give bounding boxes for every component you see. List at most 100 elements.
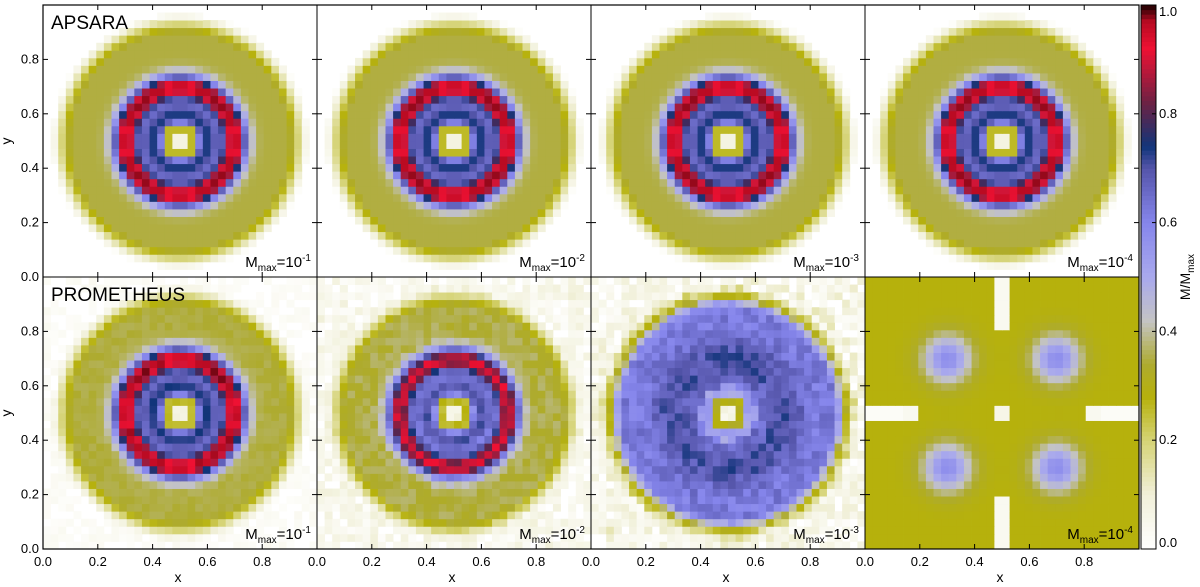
heatmap-cell	[659, 50, 668, 59]
heatmap-cell	[941, 80, 950, 89]
heatmap-cell	[629, 103, 638, 112]
heatmap-cell	[172, 322, 181, 331]
heatmap-cell	[514, 171, 523, 180]
heatmap-cell	[187, 156, 196, 165]
heatmap-cell	[377, 171, 386, 180]
heatmap-cell	[96, 541, 105, 550]
heatmap-cell	[134, 518, 143, 527]
heatmap-cell	[157, 473, 166, 482]
heatmap-cell	[309, 435, 318, 444]
heatmap-cell	[385, 518, 394, 527]
heatmap-cell	[355, 178, 364, 187]
heatmap-cell	[728, 178, 737, 187]
heatmap-cell	[256, 95, 265, 104]
heatmap-cell	[530, 50, 539, 59]
heatmap-cell	[499, 488, 508, 497]
heatmap-cell	[705, 12, 714, 21]
heatmap-cell	[1062, 80, 1071, 89]
heatmap-cell	[766, 201, 775, 210]
heatmap-cell	[256, 533, 265, 542]
heatmap-cell	[286, 148, 295, 157]
heatmap-cell	[362, 496, 371, 505]
heatmap-cell	[141, 299, 150, 308]
heatmap-cell	[210, 299, 219, 308]
heatmap-cell	[301, 397, 310, 406]
heatmap-cell	[819, 110, 828, 119]
heatmap-cell	[126, 405, 135, 414]
heatmap-cell	[446, 156, 455, 165]
heatmap-cell	[58, 110, 67, 119]
heatmap-cell	[925, 156, 934, 165]
heatmap-cell	[819, 103, 828, 112]
heatmap-cell	[903, 209, 912, 217]
heatmap-cell	[278, 435, 287, 444]
heatmap-cell	[788, 156, 797, 165]
heatmap-cell	[119, 186, 128, 195]
heatmap-cell	[956, 73, 965, 81]
heatmap-cell	[743, 50, 752, 59]
heatmap-cell	[454, 261, 463, 270]
heatmap-cell	[1040, 35, 1049, 44]
heatmap-cell	[766, 133, 775, 142]
heatmap-cell	[552, 141, 561, 149]
heatmap-cell	[119, 450, 128, 459]
heatmap-cell	[210, 352, 219, 361]
heatmap-cell	[568, 503, 577, 512]
heatmap-cell	[423, 20, 432, 29]
heatmap-cell	[781, 95, 790, 104]
heatmap-cell	[826, 88, 835, 97]
heatmap-cell	[263, 450, 272, 459]
heatmap-cell	[956, 216, 965, 225]
heatmap-cell	[1032, 20, 1041, 29]
heatmap-cell	[971, 42, 980, 51]
heatmap-cell	[499, 65, 508, 74]
heatmap-cell	[218, 526, 227, 535]
heatmap-cell	[58, 390, 67, 399]
heatmap-cell	[796, 209, 805, 217]
heatmap-cell	[492, 20, 501, 29]
heatmap-cell	[545, 118, 554, 127]
heatmap-cell	[956, 88, 965, 97]
heatmap-cell	[73, 465, 82, 474]
heatmap-cell	[1040, 148, 1049, 157]
heatmap-cell	[278, 367, 287, 376]
heatmap-cell	[811, 95, 820, 104]
heatmap-cell	[278, 65, 287, 74]
heatmap-cell	[149, 465, 158, 474]
heatmap-cell	[202, 488, 211, 497]
heatmap-cell	[278, 473, 287, 482]
heatmap-cell	[58, 292, 67, 301]
heatmap-cell	[948, 239, 957, 248]
heatmap-cell	[644, 125, 653, 134]
heatmap-cell	[415, 511, 424, 520]
heatmap-cell	[948, 125, 957, 134]
heatmap-cell	[446, 12, 455, 21]
heatmap-cell	[1078, 186, 1087, 195]
heatmap-cell	[1002, 216, 1011, 225]
heatmap-cell	[735, 110, 744, 119]
heatmap-cell	[773, 65, 782, 74]
heatmap-cell	[1032, 193, 1041, 202]
heatmap-cell	[400, 141, 409, 149]
heatmap-cell	[225, 413, 234, 421]
heatmap-cell	[1123, 125, 1132, 134]
heatmap-cell	[126, 443, 135, 452]
heatmap-cell	[507, 178, 516, 187]
heatmap-cell	[278, 284, 287, 293]
heatmap-cell	[986, 95, 995, 104]
heatmap-cell	[781, 88, 790, 97]
heatmap-cell	[499, 125, 508, 134]
heatmap-cell	[134, 314, 143, 323]
heatmap-cell	[81, 533, 90, 542]
heatmap-cell	[73, 496, 82, 505]
heatmap-cell	[187, 171, 196, 180]
heatmap-cell	[514, 141, 523, 149]
heatmap-cell	[263, 322, 272, 331]
heatmap-cell	[164, 337, 173, 346]
heatmap-cell	[172, 413, 181, 421]
heatmap-cell	[157, 65, 166, 74]
heatmap-cell	[728, 125, 737, 134]
heatmap-cell	[880, 141, 889, 149]
heatmap-cell	[925, 50, 934, 59]
heatmap-cell	[210, 35, 219, 44]
